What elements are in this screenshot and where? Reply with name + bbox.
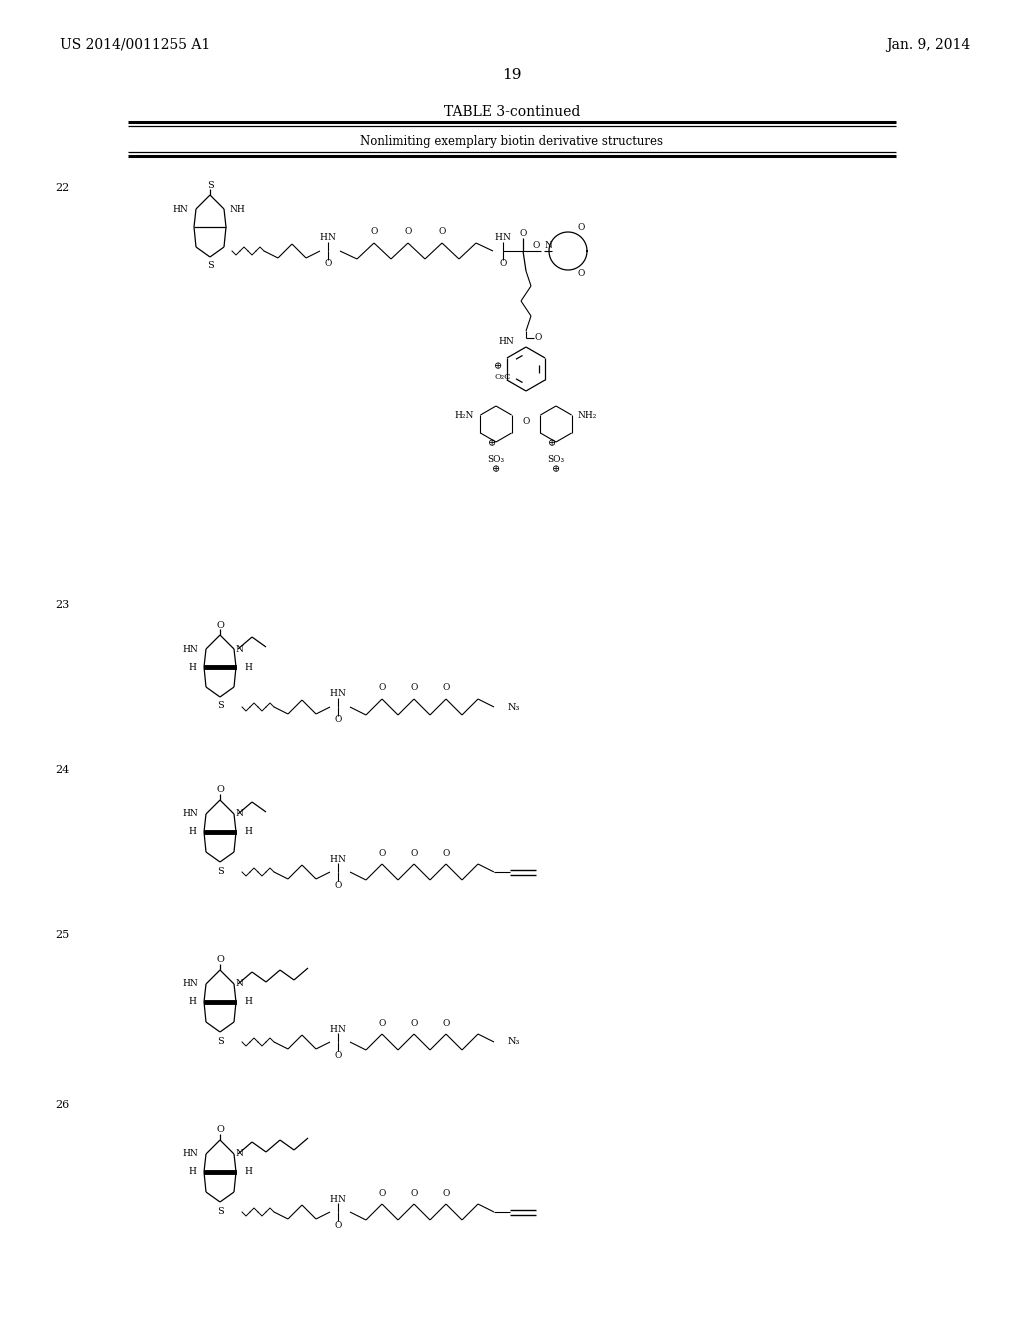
Text: HN: HN xyxy=(182,1150,198,1159)
Text: H: H xyxy=(244,998,252,1006)
Text: O: O xyxy=(442,849,450,858)
Text: 25: 25 xyxy=(55,931,70,940)
Text: O: O xyxy=(378,684,386,693)
Text: O: O xyxy=(519,228,526,238)
Text: 26: 26 xyxy=(55,1100,70,1110)
Text: H: H xyxy=(319,234,327,243)
Text: N: N xyxy=(236,1150,244,1159)
Text: H: H xyxy=(244,1167,252,1176)
Text: 22: 22 xyxy=(55,183,70,193)
Text: O: O xyxy=(438,227,445,236)
Text: H: H xyxy=(188,663,196,672)
Text: S: S xyxy=(217,1036,223,1045)
Text: ⊕: ⊕ xyxy=(488,440,496,449)
Text: O: O xyxy=(378,849,386,858)
Text: O: O xyxy=(411,849,418,858)
Text: O: O xyxy=(334,880,342,890)
Text: NH: NH xyxy=(230,205,246,214)
Text: O: O xyxy=(216,1126,224,1134)
Text: O: O xyxy=(411,1188,418,1197)
Text: HN: HN xyxy=(182,979,198,989)
Text: O: O xyxy=(442,684,450,693)
Text: N: N xyxy=(502,234,510,243)
Text: O: O xyxy=(411,1019,418,1027)
Text: ⊕: ⊕ xyxy=(548,440,556,449)
Text: NH₂: NH₂ xyxy=(578,412,597,421)
Text: H: H xyxy=(329,689,337,698)
Text: N: N xyxy=(236,809,244,818)
Text: O: O xyxy=(334,715,342,725)
Text: HN: HN xyxy=(499,337,514,346)
Text: O: O xyxy=(334,1051,342,1060)
Text: S: S xyxy=(207,181,213,190)
Text: N: N xyxy=(337,854,345,863)
Text: H: H xyxy=(329,1024,337,1034)
Text: O: O xyxy=(532,242,540,251)
Text: S: S xyxy=(217,866,223,875)
Text: O: O xyxy=(325,260,332,268)
Text: 19: 19 xyxy=(502,69,522,82)
Text: HN: HN xyxy=(182,809,198,818)
Text: H: H xyxy=(329,854,337,863)
Text: O: O xyxy=(578,269,585,279)
Text: S: S xyxy=(217,1206,223,1216)
Text: O: O xyxy=(378,1188,386,1197)
Text: H: H xyxy=(188,828,196,837)
Text: N: N xyxy=(327,234,335,243)
Text: ⊕: ⊕ xyxy=(494,363,502,371)
Text: TABLE 3-continued: TABLE 3-continued xyxy=(443,106,581,119)
Text: N₃: N₃ xyxy=(508,702,520,711)
Text: O: O xyxy=(578,223,585,232)
Text: O: O xyxy=(500,260,507,268)
Text: H: H xyxy=(244,828,252,837)
Text: O: O xyxy=(442,1019,450,1027)
Text: H: H xyxy=(329,1195,337,1204)
Text: O: O xyxy=(216,956,224,965)
Text: O: O xyxy=(411,684,418,693)
Text: H: H xyxy=(244,663,252,672)
Text: ⊕: ⊕ xyxy=(492,466,500,474)
Text: O₂C: O₂C xyxy=(495,374,511,381)
Text: S: S xyxy=(207,261,213,271)
Text: H: H xyxy=(188,1167,196,1176)
Text: O: O xyxy=(334,1221,342,1229)
Text: N: N xyxy=(337,1195,345,1204)
Text: SO₃: SO₃ xyxy=(487,454,505,463)
Text: S: S xyxy=(217,701,223,710)
Text: US 2014/0011255 A1: US 2014/0011255 A1 xyxy=(60,38,210,51)
Text: O: O xyxy=(442,1188,450,1197)
Text: N: N xyxy=(236,979,244,989)
Text: O: O xyxy=(371,227,378,236)
Text: O: O xyxy=(216,785,224,795)
Text: O: O xyxy=(378,1019,386,1027)
Text: N: N xyxy=(337,1024,345,1034)
Text: HN: HN xyxy=(172,205,188,214)
Text: 23: 23 xyxy=(55,601,70,610)
Text: ⊕: ⊕ xyxy=(552,466,560,474)
Text: N: N xyxy=(544,242,552,251)
Text: O: O xyxy=(404,227,412,236)
Text: H: H xyxy=(188,998,196,1006)
Text: Nonlimiting exemplary biotin derivative structures: Nonlimiting exemplary biotin derivative … xyxy=(360,136,664,149)
Text: SO₃: SO₃ xyxy=(548,454,564,463)
Text: Jan. 9, 2014: Jan. 9, 2014 xyxy=(886,38,970,51)
Text: O: O xyxy=(535,334,542,342)
Text: N: N xyxy=(236,644,244,653)
Text: O: O xyxy=(216,620,224,630)
Text: N₃: N₃ xyxy=(508,1038,520,1047)
Text: N: N xyxy=(337,689,345,698)
Text: H: H xyxy=(494,234,502,243)
Text: O: O xyxy=(522,417,529,426)
Text: 24: 24 xyxy=(55,766,70,775)
Text: HN: HN xyxy=(182,644,198,653)
Text: H₂N: H₂N xyxy=(455,412,474,421)
